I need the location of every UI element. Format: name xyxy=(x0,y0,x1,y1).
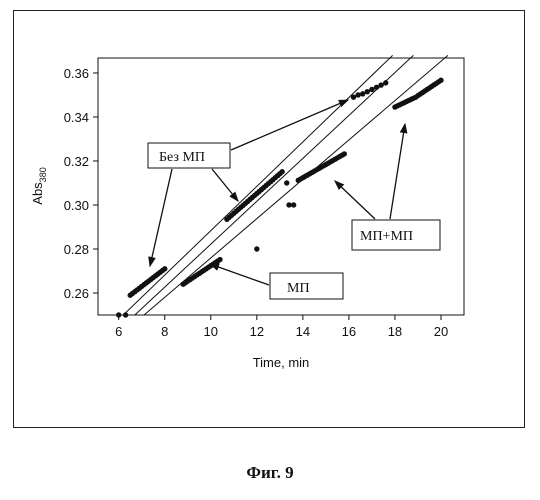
x-axis-label: Time, min xyxy=(253,355,310,370)
data-point-s2-44 xyxy=(342,151,347,156)
annotation-bez-mp-label: Без МП xyxy=(159,150,205,165)
x-tick-label-14: 14 xyxy=(296,324,310,339)
annotation-mp-plus-mp-label: МП+МП xyxy=(360,229,413,244)
y-axis-label-main: Abs xyxy=(30,182,45,205)
y-tick-label-0.28: 0.28 xyxy=(64,242,89,257)
data-point-s2-22 xyxy=(286,202,291,207)
data-point-s1-49 xyxy=(383,80,388,85)
annotation-mp-label: МП xyxy=(287,281,310,296)
y-tick-label-0.30: 0.30 xyxy=(64,198,89,213)
y-tick-label-0.26: 0.26 xyxy=(64,286,89,301)
x-tick-label-8: 8 xyxy=(161,324,168,339)
chart: 68101214161820 0.260.280.300.320.340.36 … xyxy=(0,0,540,440)
x-tick-label-20: 20 xyxy=(434,324,448,339)
x-ticks: 6 8 10 12 14 16 18 20 xyxy=(115,315,448,339)
data-point-s2-20 xyxy=(254,246,259,251)
data-point-s3-21 xyxy=(438,78,443,83)
data-point-s1-46 xyxy=(369,87,374,92)
y-axis-label-subscript: 380 xyxy=(38,167,48,182)
y-ticks: 0.26 0.28 0.30 0.32 0.34 0.36 xyxy=(64,66,98,301)
data-point-s2-19 xyxy=(217,257,222,262)
data-point-s1-45 xyxy=(365,89,370,94)
figure-caption: Фиг. 9 xyxy=(0,463,540,483)
annotation-bez-mp: Без МП xyxy=(148,143,230,168)
annotation-mp-plus-mp: МП+МП xyxy=(352,220,440,250)
data-point-s1-48 xyxy=(378,82,383,87)
annotation-mp: МП xyxy=(270,273,343,299)
data-point-s2-21 xyxy=(284,180,289,185)
data-point-s2-23 xyxy=(291,202,296,207)
x-tick-label-16: 16 xyxy=(342,324,356,339)
data-point-s2-2 xyxy=(123,312,128,317)
data-point-s1-41 xyxy=(279,169,284,174)
data-point-s1-44 xyxy=(360,91,365,96)
y-tick-label-0.34: 0.34 xyxy=(64,110,89,125)
x-tick-label-10: 10 xyxy=(204,324,218,339)
y-axis-label: Abs380 xyxy=(30,167,48,204)
data-point-s1-16 xyxy=(162,266,167,271)
data-point-s1-42 xyxy=(351,94,356,99)
y-tick-label-0.36: 0.36 xyxy=(64,66,89,81)
y-tick-label-0.32: 0.32 xyxy=(64,154,89,169)
x-tick-label-12: 12 xyxy=(250,324,264,339)
data-point-s1-47 xyxy=(374,85,379,90)
x-tick-label-18: 18 xyxy=(388,324,402,339)
data-point-s1-43 xyxy=(355,92,360,97)
x-tick-label-6: 6 xyxy=(115,324,122,339)
